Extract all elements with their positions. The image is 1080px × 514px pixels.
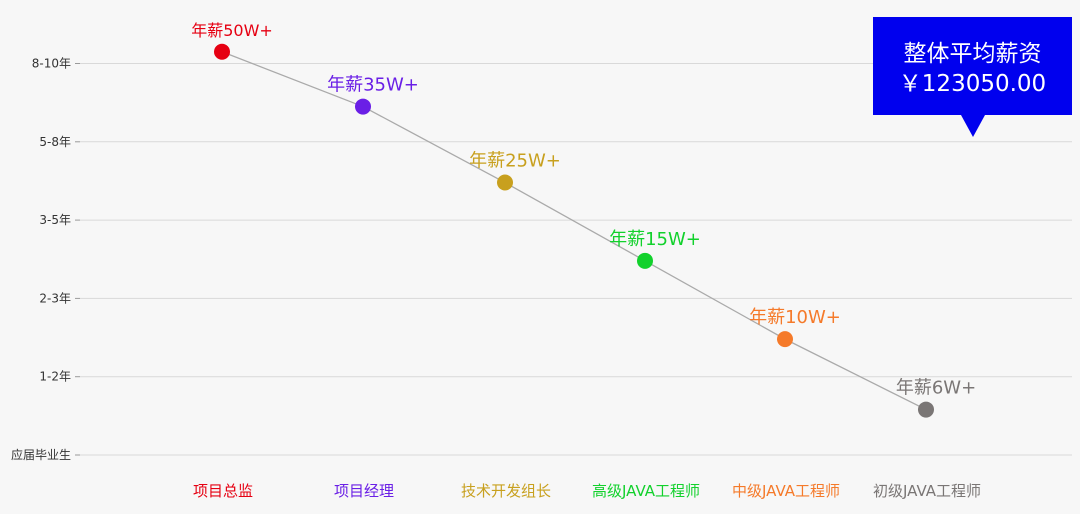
average-salary-callout: 整体平均薪资 ￥123050.00 xyxy=(873,17,1072,137)
series-line xyxy=(221,51,927,411)
callout-value: ￥123050.00 xyxy=(898,71,1047,97)
data-point-label: 年薪35W+ xyxy=(327,75,419,96)
data-point xyxy=(777,331,793,348)
data-point-label: 年薪6W+ xyxy=(896,378,976,399)
data-point-label: 年薪15W+ xyxy=(609,229,701,250)
x-category-label: 项目经理 xyxy=(334,482,394,500)
y-tick-label: 3-5年 xyxy=(39,213,71,227)
x-category-label: 技术开发组长 xyxy=(461,482,551,500)
x-category-label: 中级JAVA工程师 xyxy=(732,482,840,500)
y-tick-label: 5-8年 xyxy=(39,135,71,149)
data-point-label: 年薪50W+ xyxy=(191,21,273,40)
callout-title: 整体平均薪资 xyxy=(903,41,1042,67)
x-category-label: 项目总监 xyxy=(193,482,253,500)
x-category-label: 高级JAVA工程师 xyxy=(592,482,700,500)
y-tick-label: 8-10年 xyxy=(32,57,71,71)
data-point xyxy=(637,252,653,269)
y-tick-label: 应届毕业生 xyxy=(11,447,71,462)
data-point xyxy=(355,98,371,115)
data-point xyxy=(497,174,513,191)
data-point-label: 年薪25W+ xyxy=(469,151,561,172)
data-point xyxy=(918,401,934,418)
y-tick-label: 2-3年 xyxy=(39,291,71,305)
y-tick-label: 1-2年 xyxy=(39,370,71,384)
x-category-label: 初级JAVA工程师 xyxy=(873,482,981,500)
data-point xyxy=(214,43,230,60)
data-point-label: 年薪10W+ xyxy=(749,307,841,328)
callout-pointer xyxy=(961,115,985,137)
